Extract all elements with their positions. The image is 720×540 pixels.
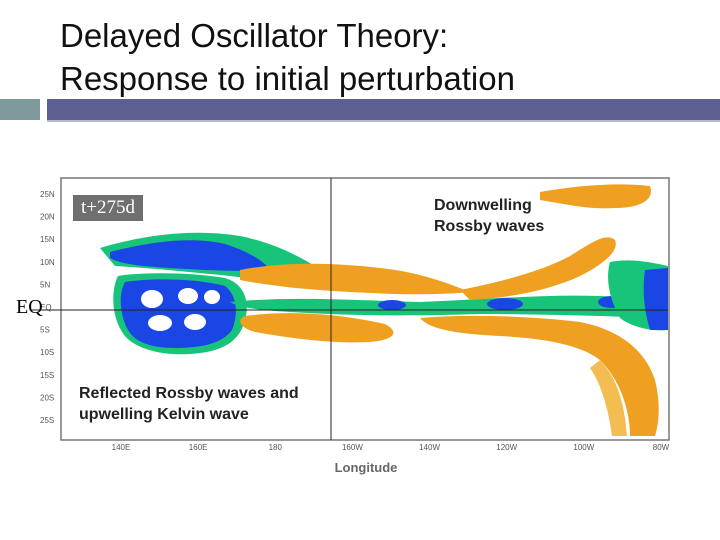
y-tick-label: 5S (40, 326, 50, 335)
x-tick-label: 180 (269, 443, 283, 452)
slide-title-line-2: Response to initial perturbation (60, 60, 515, 97)
blue-hole-5 (184, 314, 206, 330)
x-tick-label: 160W (342, 443, 363, 452)
x-tick-labels: 140E 160E 180 160W 140W 120W 100W 80W (112, 443, 670, 452)
slide-title-line-1: Delayed Oscillator Theory: (60, 17, 449, 54)
blue-hole-2 (178, 288, 198, 304)
blue-hole-1 (141, 290, 163, 308)
x-tick-label: 140E (112, 443, 131, 452)
x-axis-label: Longitude (335, 460, 398, 475)
west-blue-region (120, 279, 236, 348)
x-tick-label: 160E (189, 443, 208, 452)
y-tick-label: EQ (40, 303, 52, 312)
time-label: t+275d (73, 195, 143, 221)
blue-hole-3 (204, 290, 220, 304)
north-orange-branch (240, 263, 470, 295)
south-orange-east (420, 315, 659, 436)
blue-hole-4 (148, 315, 172, 331)
eq-blue-blob-1 (378, 300, 406, 310)
title-bar-underline (47, 120, 720, 122)
x-tick-label: 140W (419, 443, 440, 452)
north-orange-corner (540, 184, 651, 209)
eq-label: EQ (16, 296, 43, 318)
north-blue-band (110, 240, 270, 271)
annotation-downwelling-line-2: Rossby waves (434, 218, 545, 235)
y-tick-label: 15N (40, 235, 55, 244)
y-tick-label: 10N (40, 258, 55, 267)
south-orange-band (240, 313, 394, 343)
x-tick-label: 100W (573, 443, 594, 452)
annotation-reflected-line-1: Reflected Rossby waves and (79, 385, 299, 402)
eq-blue-blob-2 (487, 298, 523, 310)
east-blue-region (643, 268, 668, 330)
annotation-reflected: Reflected Rossby waves and upwelling Kel… (79, 383, 299, 425)
y-tick-labels: 25N 20N 15N 10N 5N EQ 5S 10S 15S 20S 25S (40, 190, 55, 425)
annotation-downwelling: Downwelling Rossby waves (434, 195, 544, 237)
y-tick-label: 15S (40, 371, 54, 380)
title-bar-left (0, 99, 40, 120)
annotation-downwelling-line-1: Downwelling (434, 197, 532, 214)
south-orange-light (590, 360, 627, 436)
equatorial-green-band (230, 295, 660, 318)
x-tick-label: 80W (653, 443, 670, 452)
y-tick-label: 25S (40, 416, 54, 425)
y-tick-label: 20S (40, 393, 54, 402)
x-tick-label: 120W (496, 443, 517, 452)
y-tick-label: 5N (40, 280, 50, 289)
y-tick-label: 20N (40, 213, 55, 222)
annotation-reflected-line-2: upwelling Kelvin wave (79, 406, 249, 423)
y-tick-label: 25N (40, 190, 55, 199)
y-tick-label: 10S (40, 348, 54, 357)
north-orange-arm (460, 237, 616, 300)
title-bar-right (47, 99, 720, 120)
